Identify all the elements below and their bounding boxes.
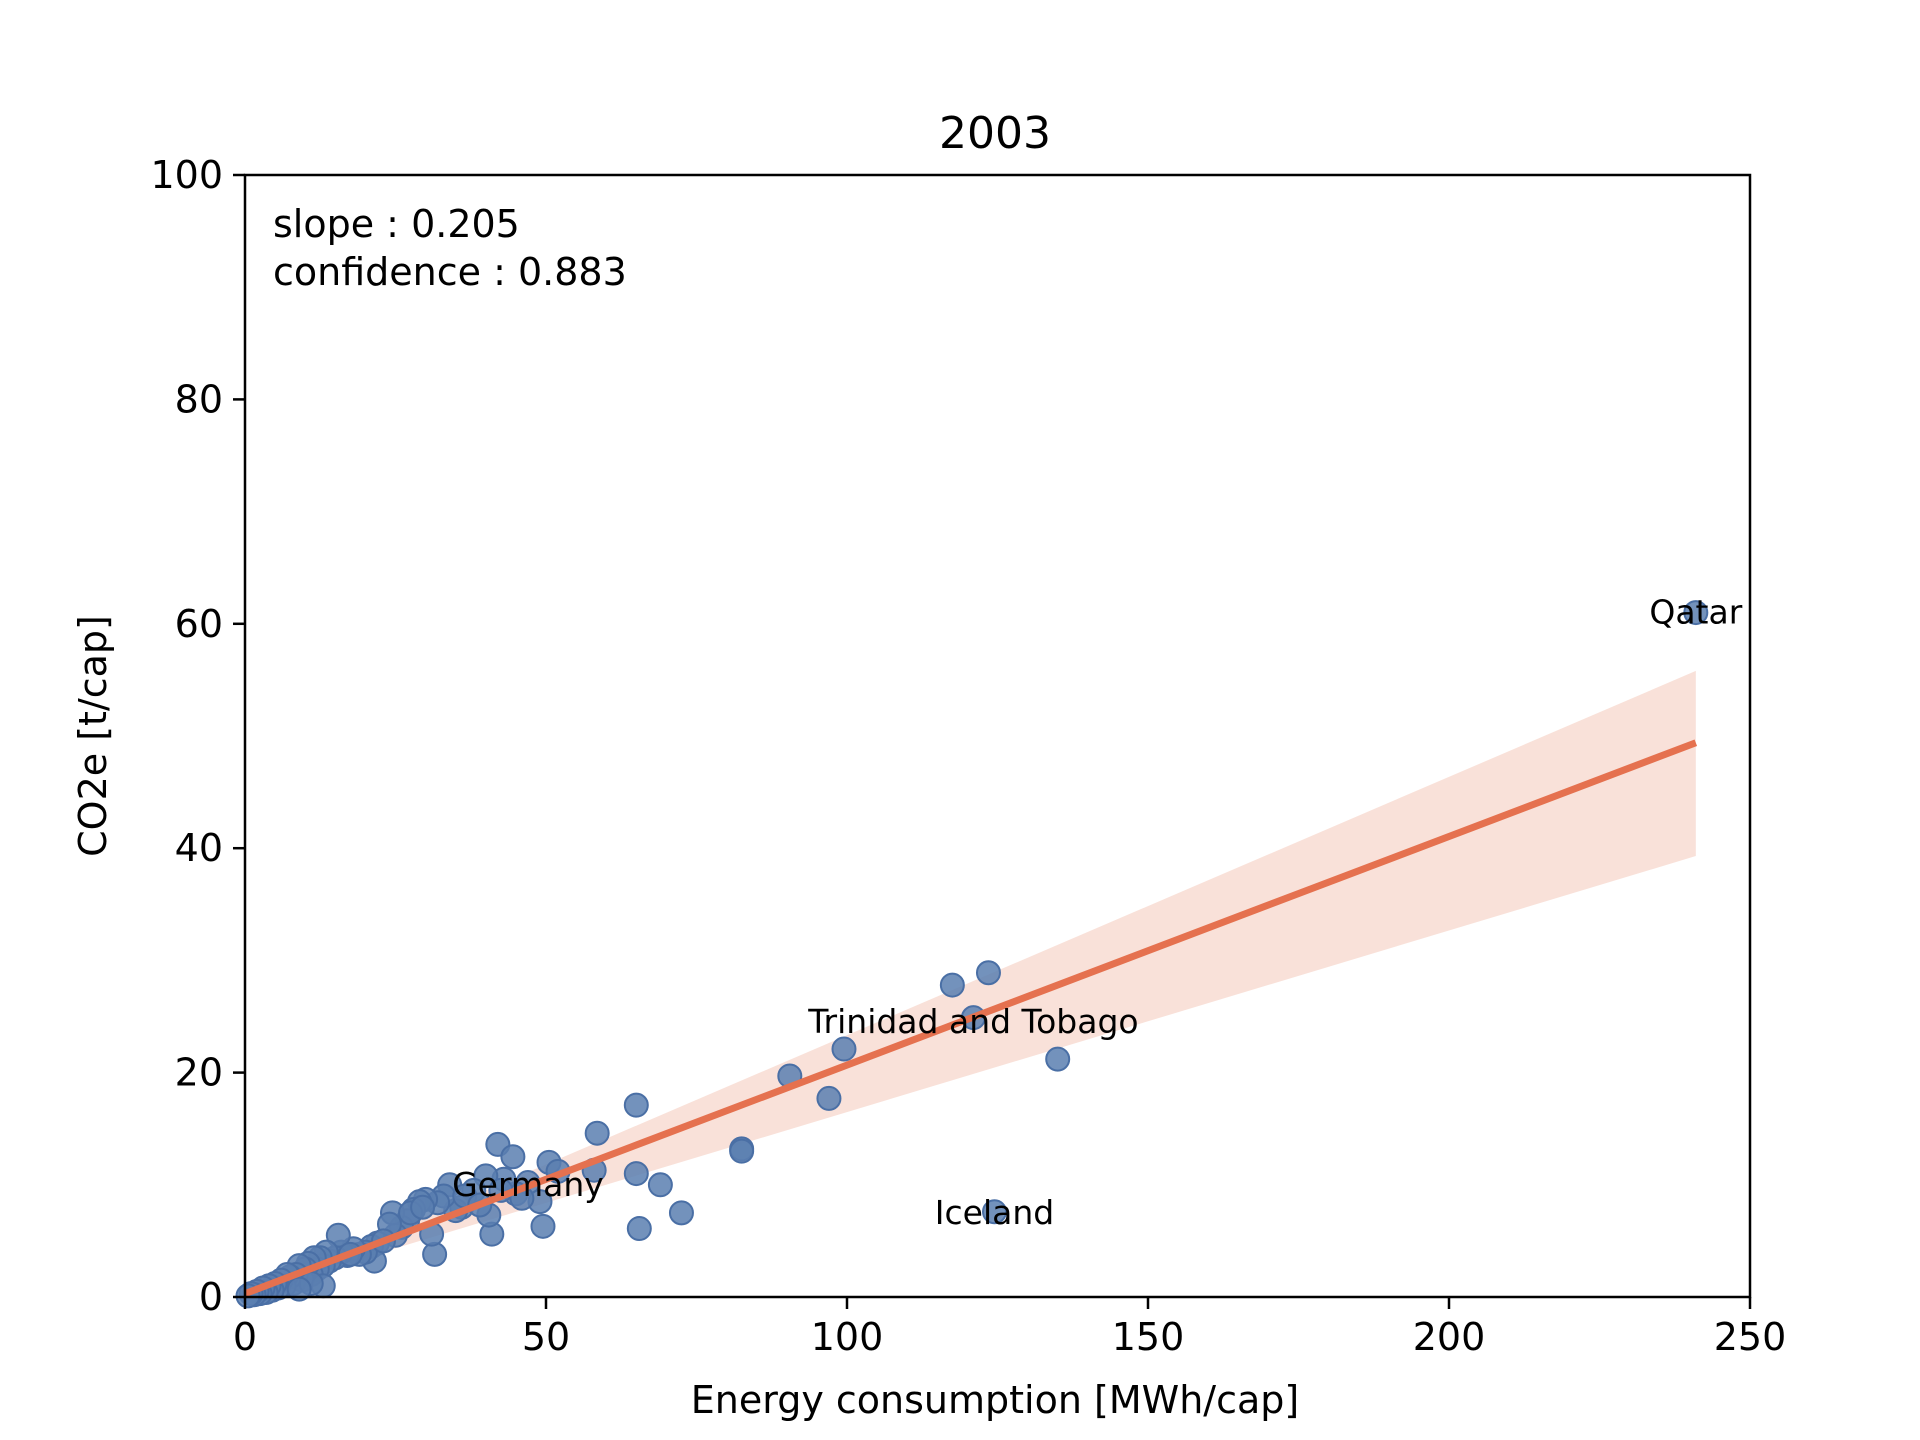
- point-label: Trinidad and Tobago: [807, 1002, 1138, 1041]
- x-tick-label: 100: [811, 1315, 884, 1359]
- x-tick-label: 150: [1112, 1315, 1185, 1359]
- data-point: [530, 1213, 556, 1239]
- y-tick-label: 20: [175, 1051, 223, 1095]
- data-point: [422, 1241, 448, 1267]
- y-axis: 0 20 40 60 80 100: [150, 153, 245, 1319]
- chart-title: 2003: [939, 108, 1051, 159]
- plot-frame: [243, 173, 1752, 1299]
- data-point: [500, 1144, 526, 1170]
- y-tick-label: 40: [175, 826, 223, 870]
- regression-layer: [243, 739, 1698, 1297]
- x-axis: 0 50 100 150 200 250: [233, 1297, 1786, 1359]
- data-point: [647, 1172, 673, 1198]
- point-label: Qatar: [1649, 593, 1742, 632]
- regression-line: [243, 739, 1698, 1297]
- data-point: [410, 1194, 436, 1220]
- data-point: [623, 1161, 649, 1187]
- data-point: [975, 960, 1001, 986]
- x-tick-label: 0: [233, 1315, 257, 1359]
- point-labels-layer: Qatar Trinidad and Tobago Germany Iceland: [452, 593, 1743, 1232]
- y-tick-label: 0: [199, 1275, 223, 1319]
- x-tick-label: 250: [1714, 1315, 1787, 1359]
- data-point: [584, 1120, 610, 1146]
- point-label: Germany: [452, 1165, 604, 1204]
- data-point: [668, 1200, 694, 1226]
- data-point: [981, 1199, 1007, 1225]
- data-point: [939, 972, 965, 998]
- data-point: [623, 1092, 649, 1118]
- data-point: [1683, 600, 1709, 626]
- data-point: [626, 1216, 652, 1242]
- x-tick-label: 50: [522, 1315, 570, 1359]
- y-axis-label: CO2e [t/cap]: [71, 615, 115, 857]
- data-point: [286, 1276, 312, 1302]
- point-label: Iceland: [935, 1193, 1054, 1232]
- y-tick-label: 100: [150, 153, 223, 197]
- x-tick-label: 200: [1413, 1315, 1486, 1359]
- confidence-annotation: confidence : 0.883: [273, 250, 627, 294]
- slope-annotation: slope : 0.205: [273, 202, 520, 246]
- data-point: [816, 1085, 842, 1111]
- x-axis-label: Energy consumption [MWh/cap]: [691, 1378, 1299, 1422]
- y-tick-label: 60: [175, 602, 223, 646]
- data-point: [1045, 1046, 1071, 1072]
- data-point: [729, 1138, 755, 1164]
- y-tick-label: 80: [175, 377, 223, 421]
- data-point: [831, 1036, 857, 1062]
